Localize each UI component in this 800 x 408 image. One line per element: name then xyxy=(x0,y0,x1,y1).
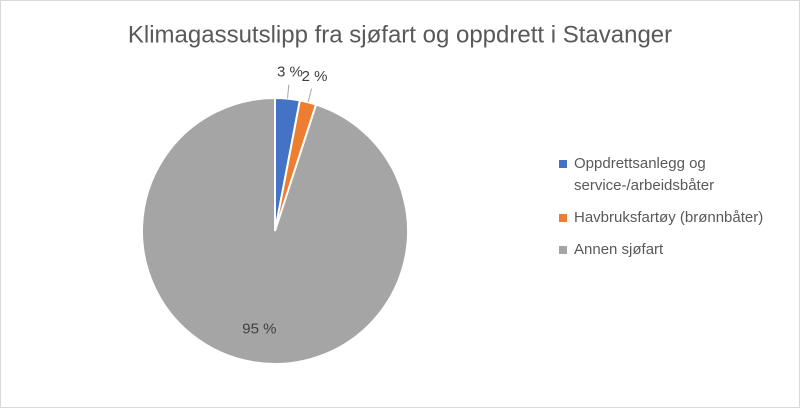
data-label: 2 % xyxy=(302,68,328,85)
legend-swatch xyxy=(559,246,567,254)
legend-label: Oppdrettsanlegg og service-/arbeidsbåter xyxy=(574,155,715,194)
legend-label: Annen sjøfart xyxy=(574,241,664,258)
legend: Oppdrettsanlegg og service-/arbeidsbåter… xyxy=(557,153,787,271)
legend-swatch xyxy=(559,160,567,168)
pie-slice xyxy=(141,96,409,365)
legend-label: Havbruksfartøy (brønnbåter) xyxy=(574,209,764,226)
leader-line xyxy=(287,84,290,99)
leader-line xyxy=(307,88,313,103)
data-label: 3 % xyxy=(277,64,303,81)
legend-swatch xyxy=(559,214,567,222)
chart-title: Klimagassutslipp fra sjøfart og oppdrett… xyxy=(128,21,672,48)
legend-item: Havbruksfartøy (brønnbåter) xyxy=(557,207,787,229)
legend-item: Annen sjøfart xyxy=(557,239,787,261)
data-label: 95 % xyxy=(242,320,276,337)
legend-item: Oppdrettsanlegg og service-/arbeidsbåter xyxy=(557,153,787,197)
